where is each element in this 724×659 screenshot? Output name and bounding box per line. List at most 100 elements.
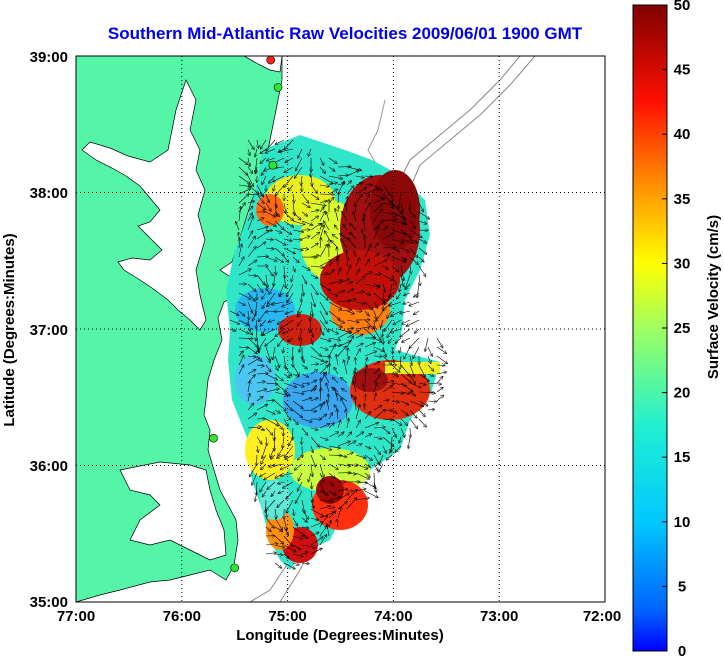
- velocity-vector: [302, 436, 303, 444]
- velocity-vector: [436, 395, 444, 402]
- velocity-vector: [284, 274, 286, 288]
- velocity-vector: [248, 157, 250, 166]
- velocity-vector: [328, 463, 338, 469]
- velocity-vector: [382, 202, 395, 206]
- velocity-vector: [364, 463, 370, 467]
- velocity-vector: [265, 211, 275, 217]
- velocity-vector: [364, 434, 372, 438]
- velocity-vector: [355, 454, 366, 458]
- velocity-vector: [409, 301, 420, 306]
- velocity-vector: [327, 400, 330, 411]
- velocity-vector: [418, 265, 426, 276]
- velocity-vector: [301, 427, 308, 435]
- velocity-vector: [355, 358, 356, 366]
- velocity-vector: [247, 413, 257, 420]
- velocity-vector: [256, 389, 266, 393]
- velocity-vector: [373, 209, 382, 222]
- velocity-vector: [283, 364, 292, 376]
- velocity-vector: [382, 211, 397, 216]
- velocity-vector: [293, 265, 295, 272]
- velocity-vector: [292, 239, 302, 240]
- velocity-vector: [274, 554, 283, 555]
- velocity-vector: [391, 265, 399, 272]
- velocity-vector: [256, 231, 269, 240]
- velocity-vector: [418, 400, 428, 406]
- velocity-vector: [279, 148, 294, 152]
- velocity-vector: [427, 364, 434, 371]
- velocity-vector: [427, 355, 431, 363]
- velocity-vector: [337, 279, 349, 285]
- velocity-vector: [328, 472, 335, 479]
- velocity-vector: [310, 310, 311, 321]
- velocity-vector: [337, 493, 349, 501]
- velocity-vector: [257, 445, 258, 452]
- velocity-vector: [364, 351, 377, 357]
- velocity-vector: [355, 349, 360, 357]
- velocity-vector: [355, 405, 360, 420]
- velocity-vector: [409, 211, 416, 217]
- velocity-vector: [266, 283, 267, 291]
- velocity-vector: [364, 423, 378, 429]
- velocity-vector: [274, 382, 286, 392]
- velocity-vector: [319, 454, 325, 460]
- velocity-vector: [409, 220, 416, 228]
- velocity-vector: [414, 328, 420, 333]
- velocity-vector: [328, 270, 334, 276]
- velocity-vector: [364, 310, 369, 316]
- velocity-vector: [417, 283, 419, 298]
- velocity-vector: [392, 355, 394, 363]
- velocity-vector: [364, 176, 372, 177]
- velocity-vector: [310, 508, 324, 516]
- velocity-vector: [252, 310, 258, 321]
- velocity-vector: [265, 364, 271, 372]
- velocity-vector: [256, 382, 265, 384]
- velocity-vector: [373, 405, 382, 411]
- velocity-vector: [238, 301, 245, 305]
- velocity-vector: [337, 291, 345, 293]
- velocity-vector: [289, 436, 294, 446]
- velocity-vector: [328, 301, 342, 309]
- velocity-vector: [265, 202, 271, 211]
- velocity-vector: [374, 393, 376, 402]
- velocity-vector: [292, 544, 301, 550]
- velocity-vector: [319, 463, 324, 477]
- velocity-vector: [355, 302, 365, 304]
- velocity-vector: [286, 490, 294, 499]
- velocity-vector: [363, 218, 365, 231]
- chart-title: Southern Mid-Atlantic Raw Velocities 200…: [108, 24, 583, 43]
- velocity-vector: [288, 337, 294, 342]
- velocity-vector: [274, 229, 282, 233]
- velocity-vector: [364, 195, 369, 204]
- velocity-vector: [382, 427, 390, 434]
- velocity-vector: [265, 248, 274, 249]
- velocity-vector: [256, 328, 257, 341]
- velocity-vector: [373, 369, 380, 375]
- velocity-vector: [319, 319, 329, 332]
- velocity-vector: [247, 369, 256, 375]
- velocity-vector: [297, 310, 303, 317]
- velocity-vector: [301, 499, 305, 514]
- velocity-vector: [382, 445, 386, 453]
- velocity-vector: [319, 274, 328, 276]
- velocity-vector: [409, 247, 418, 257]
- velocity-vector: [260, 319, 267, 326]
- velocity-vector: [319, 194, 334, 195]
- velocity-vector: [310, 548, 322, 555]
- velocity-vector: [247, 292, 255, 301]
- velocity-vector: [310, 243, 318, 249]
- velocity-vector: [337, 268, 341, 276]
- velocity-vector: [418, 211, 429, 219]
- velocity-vector: [274, 256, 284, 262]
- velocity-vector: [266, 274, 268, 288]
- velocity-vector: [337, 420, 341, 429]
- velocity-vector: [283, 220, 294, 227]
- colorbar-tick-label: 15: [674, 449, 691, 466]
- velocity-vector: [355, 258, 360, 267]
- velocity-vector: [274, 211, 279, 216]
- velocity-vector: [302, 355, 304, 363]
- velocity-vector: [319, 337, 331, 341]
- velocity-vector: [400, 373, 411, 382]
- velocity-vector: [236, 222, 240, 231]
- velocity-vector: [382, 234, 392, 240]
- velocity-vector: [350, 233, 357, 240]
